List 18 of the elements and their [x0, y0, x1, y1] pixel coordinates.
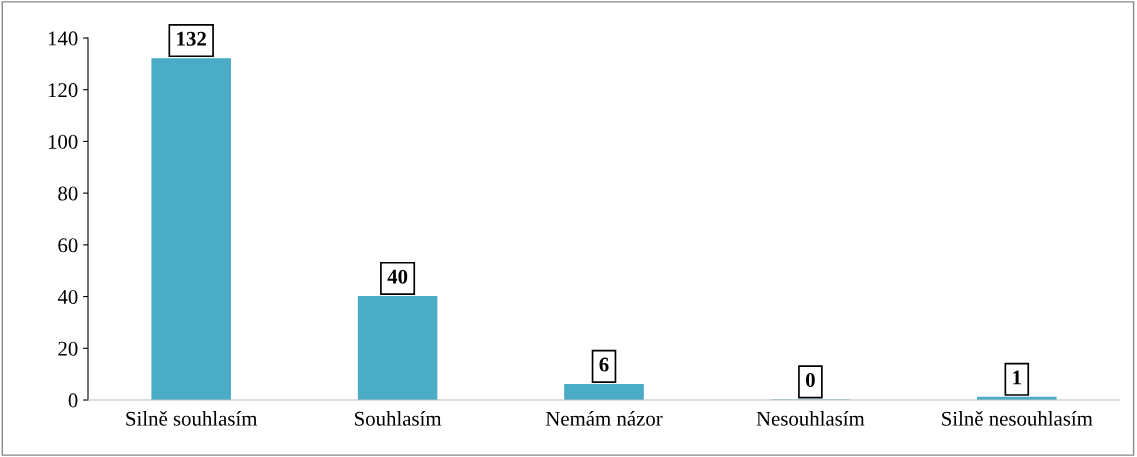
- y-tick-label: 140: [48, 31, 78, 46]
- x-tick-label: Nesouhlasím: [756, 411, 865, 426]
- x-tick-label: Souhlasím: [355, 411, 442, 426]
- y-tick-label: 120: [48, 83, 78, 98]
- data-label: 6: [599, 357, 609, 372]
- y-tick-label: 100: [48, 134, 78, 149]
- data-label: 40: [387, 269, 408, 284]
- x-tick-label: Nemám názor: [545, 411, 663, 426]
- x-tick-label: Silně nesouhlasím: [942, 411, 1093, 426]
- y-tick-label: 0: [68, 393, 78, 408]
- x-tick-label: Silně souhlasím: [126, 411, 258, 426]
- data-label: 0: [805, 373, 815, 388]
- y-tick-label: 40: [57, 289, 78, 304]
- data-label: 1: [1013, 370, 1021, 385]
- y-tick-label: 60: [58, 238, 78, 253]
- y-tick-label: 20: [58, 341, 78, 356]
- data-label: 132: [177, 31, 206, 46]
- y-tick-label: 80: [58, 186, 78, 201]
